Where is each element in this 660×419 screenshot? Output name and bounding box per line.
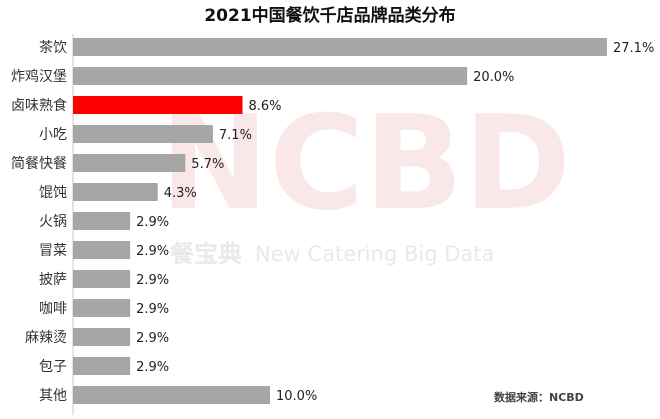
data-label: 2.9% <box>136 273 169 288</box>
bar <box>73 38 607 56</box>
bar <box>73 125 213 143</box>
bar <box>73 96 243 114</box>
watermark: NCBD 餐宝典 New Catering Big Data <box>160 87 571 268</box>
data-label: 5.7% <box>191 157 224 172</box>
watermark-en-text: New Catering Big Data <box>255 242 494 266</box>
bar <box>73 328 131 346</box>
bar <box>73 241 131 259</box>
data-label: 2.9% <box>136 244 169 259</box>
category-label: 简餐快餐 <box>11 155 67 172</box>
data-label: 4.3% <box>164 186 197 201</box>
data-label: 8.6% <box>249 99 282 114</box>
category-label: 馄饨 <box>39 185 67 201</box>
category-label: 咖啡 <box>39 301 67 317</box>
bar <box>73 357 131 375</box>
bar <box>73 386 270 404</box>
bar <box>73 299 131 317</box>
category-label: 卤味熟食 <box>11 97 67 114</box>
data-label: 2.9% <box>136 215 169 230</box>
category-label: 披萨 <box>39 272 67 288</box>
category-label: 麻辣烫 <box>25 330 67 346</box>
category-label: 茶饮 <box>39 40 67 56</box>
category-label: 火锅 <box>39 214 67 230</box>
category-label: 其他 <box>39 388 67 404</box>
data-label: 27.1% <box>613 41 654 56</box>
category-label: 小吃 <box>39 127 67 143</box>
category-label: 炸鸡汉堡 <box>11 68 67 85</box>
data-source: 数据来源：NCBD <box>494 390 584 404</box>
bar <box>73 212 131 230</box>
bar <box>73 270 131 288</box>
data-label: 10.0% <box>276 389 317 404</box>
bar-series: 茶饮 27.1% 炸鸡汉堡 20.0% 卤味熟食 8.6% 小吃 7.1% 简餐快餐 5.7% 馄饨… <box>11 38 654 404</box>
watermark-cn-text: 餐宝典 <box>170 240 242 268</box>
bar <box>73 67 468 85</box>
data-label: 20.0% <box>473 70 514 85</box>
data-label: 2.9% <box>136 331 169 346</box>
category-label: 包子 <box>39 359 67 375</box>
chart-title: 2021中国餐饮千店品牌品类分布 <box>204 5 455 26</box>
bar <box>73 183 158 201</box>
data-label: 2.9% <box>136 302 169 317</box>
category-label: 冒菜 <box>39 243 67 259</box>
data-label: 2.9% <box>136 360 169 375</box>
bar <box>73 154 186 172</box>
data-label: 7.1% <box>219 128 252 143</box>
